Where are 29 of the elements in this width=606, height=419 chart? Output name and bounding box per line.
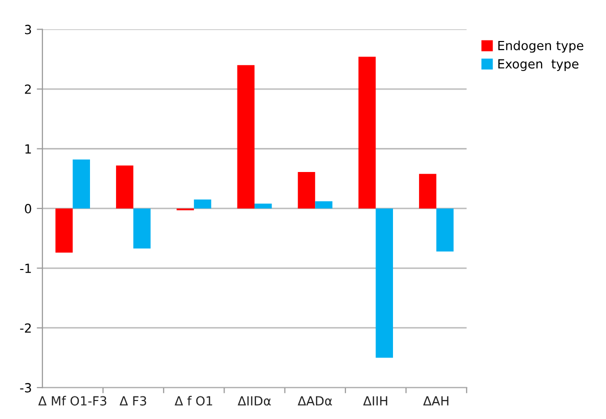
bar bbox=[194, 199, 212, 208]
bar bbox=[376, 208, 393, 358]
bar bbox=[72, 159, 90, 208]
bar bbox=[254, 204, 272, 208]
y-tick-label: 0 bbox=[24, 204, 32, 214]
x-tick-label: ΔIIDα bbox=[238, 396, 271, 406]
y-tick-label: -3 bbox=[20, 383, 31, 392]
bar bbox=[298, 172, 316, 208]
bar bbox=[133, 208, 151, 248]
bar bbox=[237, 65, 255, 208]
legend-label: Exogen type bbox=[498, 59, 578, 72]
x-tick-label: Δ Mf O1-F3 bbox=[38, 396, 106, 406]
x-tick-label: ΔIIH bbox=[363, 396, 388, 406]
y-tick-label: 2 bbox=[24, 84, 31, 94]
y-tick-label: -1 bbox=[20, 264, 31, 273]
x-tick-label: Δ f O1 bbox=[174, 396, 212, 406]
bar bbox=[436, 208, 454, 252]
bar bbox=[315, 201, 332, 208]
x-tick-label: ΔADα bbox=[298, 396, 332, 406]
bar bbox=[55, 208, 73, 253]
bar bbox=[358, 56, 376, 208]
x-tick-label: ΔAH bbox=[423, 396, 448, 406]
bar bbox=[116, 165, 134, 208]
bar bbox=[419, 174, 436, 208]
y-tick-label: -2 bbox=[20, 323, 31, 333]
y-tick-label: 1 bbox=[25, 144, 31, 154]
legend-label: Endogen type bbox=[498, 40, 584, 53]
x-tick-label: Δ F3 bbox=[120, 396, 146, 406]
y-tick-label: 3 bbox=[25, 24, 31, 34]
